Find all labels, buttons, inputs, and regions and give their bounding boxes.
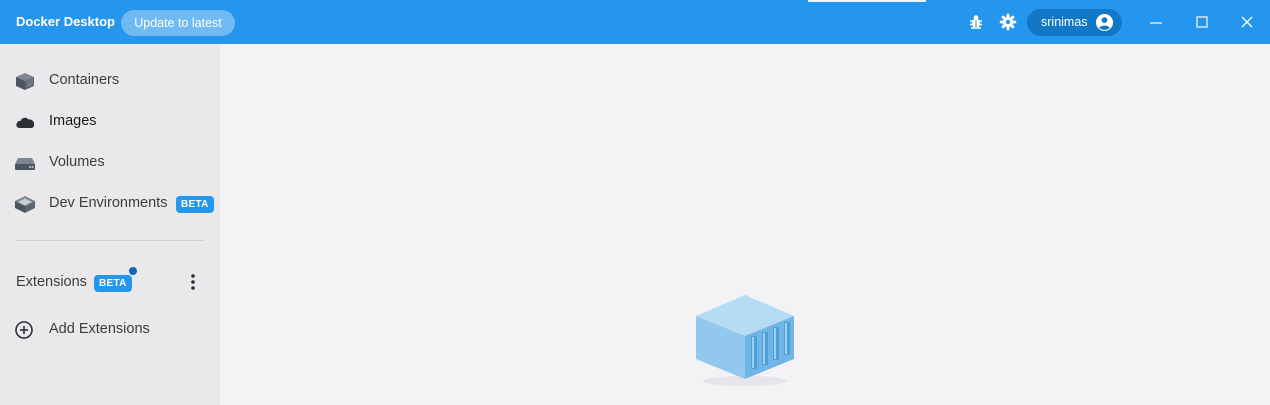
user-account-button[interactable]: srinimas — [1027, 9, 1122, 36]
sidebar-item-label: Volumes — [49, 154, 105, 170]
volume-icon — [15, 158, 35, 170]
add-extensions-label: Add Extensions — [49, 321, 150, 337]
extensions-header: Extensions BETA — [0, 265, 220, 299]
minimize-icon[interactable] — [1146, 12, 1166, 32]
beta-badge: BETA — [176, 196, 214, 213]
main-content — [220, 44, 1270, 405]
account-circle-icon — [1095, 13, 1114, 32]
app-title: Docker Desktop — [16, 14, 115, 29]
sidebar-item-dev-environments[interactable]: Dev Environments BETA — [0, 186, 220, 222]
dev-env-icon — [15, 196, 35, 213]
sidebar-divider — [16, 240, 204, 241]
add-circle-icon — [15, 321, 33, 339]
gear-icon[interactable] — [998, 12, 1018, 32]
add-extensions-button[interactable]: Add Extensions — [0, 312, 220, 348]
extensions-label: Extensions — [16, 274, 87, 290]
sidebar-item-label: Images — [49, 113, 97, 129]
cloud-icon — [16, 117, 35, 128]
title-bar: Docker Desktop Update to latest srinimas — [0, 0, 1270, 44]
notification-dot — [129, 267, 137, 275]
sidebar: Containers Images Volumes Dev Environmen… — [0, 44, 220, 405]
maximize-icon[interactable] — [1192, 12, 1212, 32]
container-box-icon — [696, 295, 794, 386]
container-icon — [16, 73, 34, 90]
username: srinimas — [1041, 15, 1088, 29]
sidebar-item-containers[interactable]: Containers — [0, 63, 220, 99]
sidebar-item-label: Containers — [49, 72, 120, 88]
close-icon[interactable] — [1237, 12, 1257, 32]
sidebar-item-images[interactable]: Images — [0, 104, 220, 140]
extensions-beta-badge: BETA — [94, 275, 132, 292]
tab-indicator — [808, 0, 926, 2]
sidebar-item-label: Dev Environments — [49, 195, 168, 211]
update-button[interactable]: Update to latest — [121, 10, 235, 36]
sidebar-item-volumes[interactable]: Volumes — [0, 145, 220, 181]
kebab-menu-icon[interactable] — [184, 272, 202, 294]
bug-icon[interactable] — [966, 12, 986, 32]
